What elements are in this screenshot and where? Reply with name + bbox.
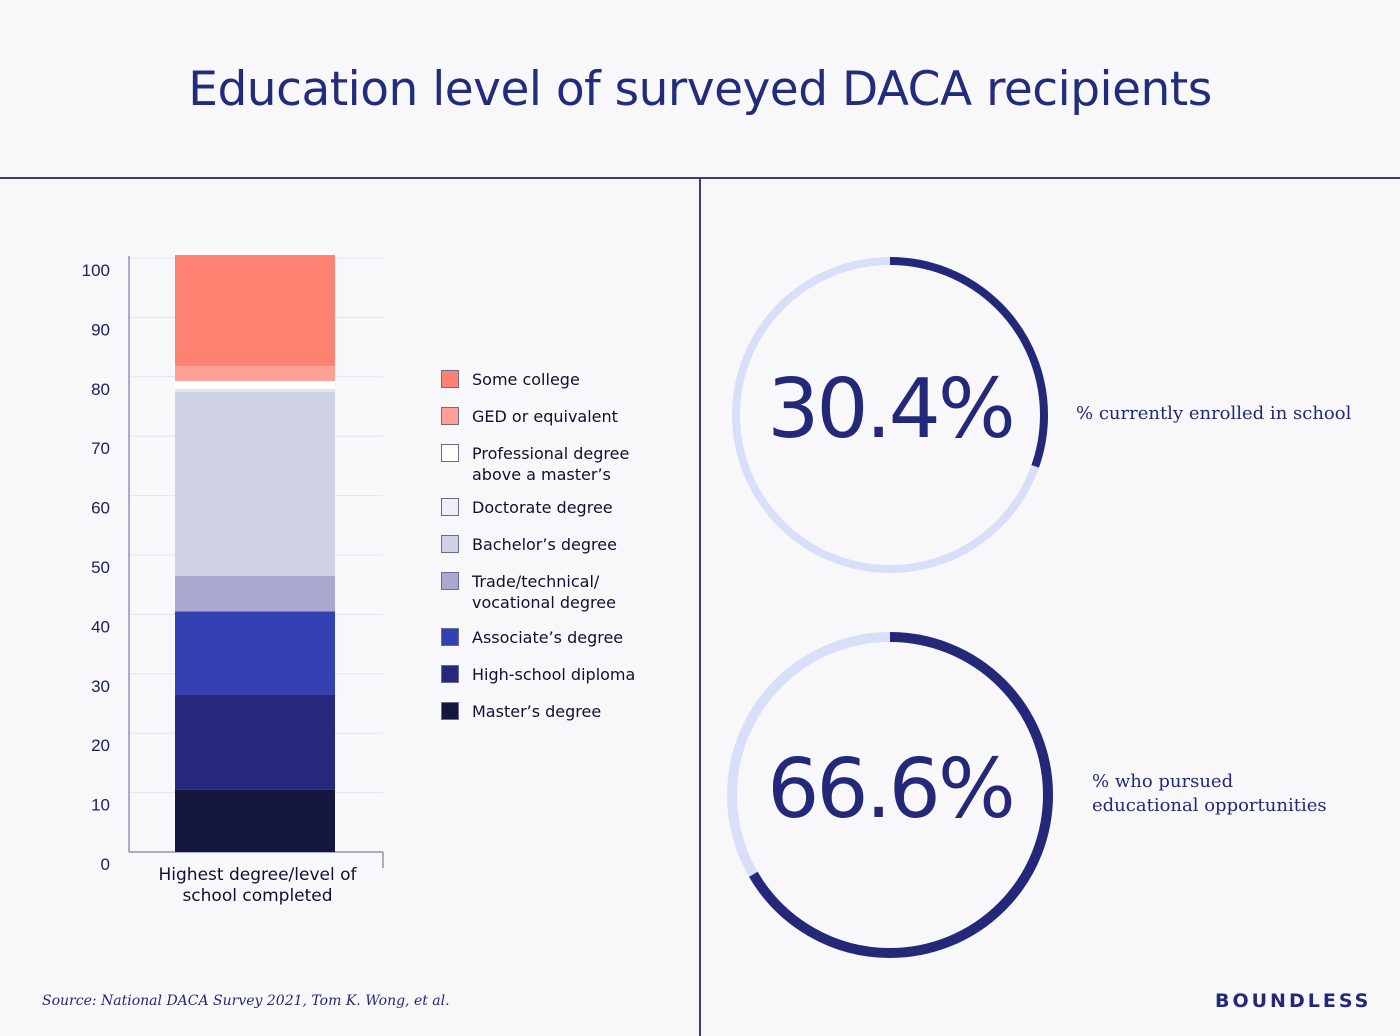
bar-segment [175,611,335,695]
donut-value-enrolled: 30.4% [767,362,1016,457]
donut-caption-pursued: % who pursued educational opportunities [1092,771,1327,816]
y-tick-label: 70 [91,439,110,458]
y-tick-label: 60 [91,499,110,518]
legend-label: Professional degree above a master’s [472,444,630,484]
y-tick-label: 90 [91,320,110,339]
y-tick-label: 0 [101,855,110,874]
donut-enrolled-arc [732,257,1048,573]
legend-label: Master’s degree [472,702,602,721]
legend-swatch [441,628,459,646]
legend-item: Some college [441,369,671,390]
legend-label: High-school diploma [472,665,636,684]
legend-label: Associate’s degree [472,628,624,647]
bar-segment [175,391,335,576]
y-tick-label: 30 [91,677,110,696]
y-tick-label: 10 [91,796,110,815]
legend-swatch [441,665,459,683]
legend-swatch [441,572,459,590]
legend-label: Doctorate degree [472,498,613,517]
legend-swatch [441,498,459,516]
legend-swatch [441,702,459,720]
bar-segment [175,575,335,612]
legend-label: GED or equivalent [472,407,618,426]
source-note: Source: National DACA Survey 2021, Tom K… [42,993,450,1009]
y-tick-label: 20 [91,736,110,755]
legend-item: GED or equivalent [441,406,671,427]
legend-item: Bachelor’s degree [441,534,671,555]
bar-segment [175,388,335,392]
donut-value-pursued: 66.6% [767,742,1016,837]
legend-item: Trade/technical/ vocational degree [441,571,671,613]
legend-item: Doctorate degree [441,497,671,518]
donut-caption-enrolled: % currently enrolled in school [1076,403,1352,424]
donut-pursued-arc [727,632,1053,958]
bar-segment [175,694,335,790]
bar-segment [175,789,335,852]
stacked-bar-chart: 0 10 20 30 40 50 60 70 80 90 100 [82,255,384,874]
legend-swatch [441,407,459,425]
legend-item: Master’s degree [441,701,671,722]
y-tick-label: 40 [91,617,110,636]
x-axis-label: Highest degree/level of school completed [158,865,357,906]
legend-item: Professional degree above a master’s [441,443,671,485]
legend-label: Some college [472,370,580,389]
panel-divider [699,178,701,1036]
y-tick-label: 100 [82,261,110,280]
y-tick-label: 80 [91,380,110,399]
legend-swatch [441,535,459,553]
brand-logo: BOUNDLESS [1215,990,1372,1012]
legend-label: Bachelor’s degree [472,535,617,554]
bar-segment [175,366,335,381]
bar-segment [175,255,335,367]
legend-label: Trade/technical/ vocational degree [472,572,616,612]
legend-swatch [441,444,459,462]
legend-item: Associate’s degree [441,627,671,648]
legend-item: High-school diploma [441,664,671,685]
legend-swatch [441,370,459,388]
page-title: Education level of surveyed DACA recipie… [188,62,1212,117]
y-tick-label: 50 [91,558,110,577]
bar-segment [175,380,335,389]
